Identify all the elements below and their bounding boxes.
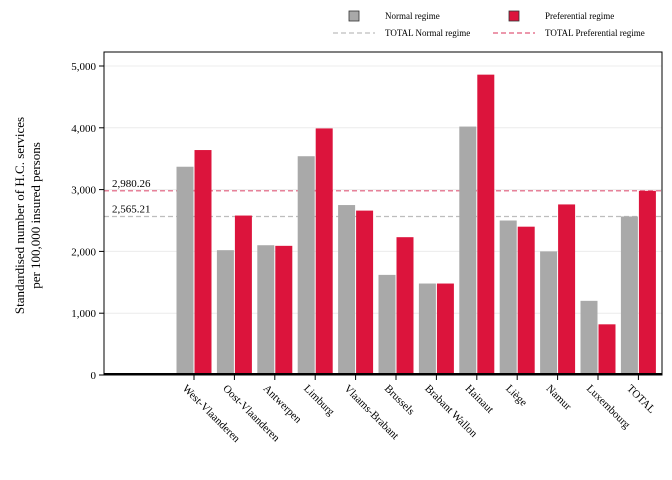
legend-swatch [348, 10, 360, 22]
legend-swatch [508, 10, 520, 22]
bar-normal [418, 283, 436, 375]
bar-preferential [356, 210, 374, 375]
bar-preferential [315, 128, 333, 375]
bar-normal [378, 274, 396, 375]
x-tick-label: Namur [543, 383, 573, 413]
bar-preferential [234, 215, 252, 375]
legend-label: TOTAL Preferential regime [545, 28, 645, 38]
x-tick-label: Antwerpen [261, 383, 304, 426]
bar-normal [297, 156, 315, 375]
bar-normal [176, 166, 194, 375]
y-tick-label: 4,000 [71, 123, 96, 135]
y-tick-label: 2,000 [71, 246, 96, 258]
bar-preferential [638, 190, 656, 375]
bar-preferential [396, 237, 414, 375]
legend-label: Normal regime [385, 11, 440, 21]
y-tick-label: 0 [91, 370, 97, 382]
y-tick-label: 5,000 [71, 61, 96, 73]
bar-preferential [436, 283, 454, 375]
x-tick-label: Limburg [301, 383, 337, 419]
bar-normal [257, 245, 275, 375]
x-tick-label: Brussels [382, 383, 417, 418]
reference-line-label: 2,980.26 [112, 178, 151, 190]
x-tick-label: TOTAL [624, 383, 657, 416]
y-axis-label: Standardised number of H.C. services per … [12, 117, 43, 314]
bar-preferential [558, 204, 576, 375]
reference-line-label: 2,565.21 [112, 203, 151, 215]
x-tick-label: Hainaut [463, 383, 496, 416]
bar-preferential [477, 74, 495, 375]
bar-normal [459, 126, 477, 376]
legend: Normal regime Preferential regime TOTAL No… [333, 10, 645, 38]
bar-preferential [598, 324, 616, 375]
y-axis-label-line: Standardised number of H.C. services [12, 117, 27, 314]
bar-normal [216, 250, 234, 375]
y-tick-label: 1,000 [71, 308, 96, 320]
bar-normal [499, 220, 517, 375]
bar-normal [580, 300, 598, 375]
legend-label: TOTAL Normal regime [385, 28, 470, 38]
bar-preferential [275, 245, 293, 375]
bar-normal [338, 205, 356, 375]
y-tick-label: 3,000 [71, 185, 96, 197]
x-tick-label: Liège [503, 383, 529, 409]
bar-preferential [517, 226, 535, 375]
legend-label: Preferential regime [545, 11, 614, 21]
bar-normal [620, 216, 638, 375]
bar-preferential [194, 150, 212, 375]
y-axis-label-line: per 100,000 insured persons [28, 142, 43, 289]
bar-normal [540, 251, 558, 375]
bars [176, 74, 656, 376]
